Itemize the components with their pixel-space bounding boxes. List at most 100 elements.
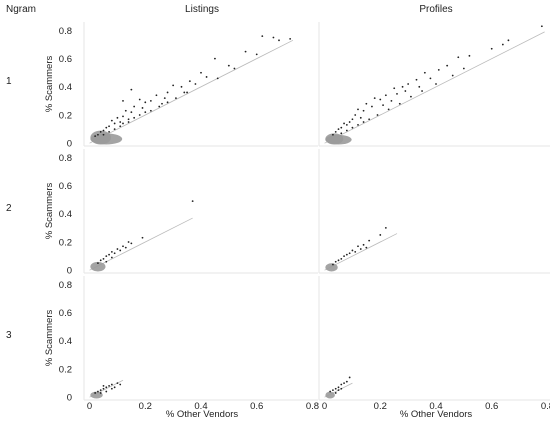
data-point bbox=[373, 97, 376, 99]
data-point bbox=[379, 234, 382, 236]
y-tick-label: 0 bbox=[67, 265, 72, 276]
y-tick-label: 0.2 bbox=[59, 237, 72, 248]
data-point bbox=[105, 260, 108, 263]
data-point bbox=[188, 80, 191, 83]
data-point bbox=[457, 56, 460, 59]
facet-row-label-2: 2 bbox=[6, 203, 12, 214]
y-tick-label: 0 bbox=[67, 138, 72, 149]
data-point bbox=[334, 387, 337, 390]
x-tick-label: 0 bbox=[87, 401, 92, 412]
data-point bbox=[255, 53, 258, 56]
data-point bbox=[191, 200, 194, 203]
data-point bbox=[337, 389, 340, 392]
x-tick-label: 0.4 bbox=[194, 401, 207, 412]
data-point bbox=[110, 383, 113, 386]
data-point bbox=[233, 67, 236, 70]
data-point bbox=[446, 64, 449, 67]
data-point bbox=[357, 123, 359, 126]
data-point bbox=[332, 389, 334, 392]
data-point bbox=[94, 392, 97, 394]
reference-line bbox=[89, 39, 294, 144]
x-tick-label: 0 bbox=[322, 401, 327, 412]
data-point bbox=[108, 125, 110, 128]
data-point bbox=[345, 380, 348, 383]
data-point bbox=[127, 241, 130, 243]
x-tick-label: 0.2 bbox=[374, 401, 387, 412]
data-point bbox=[122, 115, 124, 118]
data-point bbox=[161, 102, 163, 105]
data-point bbox=[540, 25, 543, 28]
data-point bbox=[334, 131, 337, 133]
y-tick-label: 0.2 bbox=[59, 110, 72, 121]
reference-line bbox=[324, 31, 545, 144]
data-point bbox=[122, 245, 124, 248]
data-point bbox=[357, 245, 359, 248]
y-axis-title-row-1: % Scammers bbox=[44, 56, 55, 113]
data-point bbox=[343, 255, 345, 257]
data-point bbox=[348, 376, 351, 379]
dense-point-cluster bbox=[90, 133, 123, 145]
y-axis-title-row-3: % Scammers bbox=[44, 310, 55, 367]
data-point bbox=[351, 126, 354, 129]
data-point bbox=[163, 97, 166, 99]
data-point bbox=[354, 250, 357, 253]
data-point bbox=[99, 131, 102, 133]
data-point bbox=[127, 121, 130, 123]
data-point bbox=[130, 111, 133, 114]
data-point bbox=[138, 98, 141, 101]
data-point bbox=[110, 119, 113, 122]
x-axis-title-profiles: % Other Vendors bbox=[400, 409, 473, 420]
data-point bbox=[365, 246, 368, 249]
data-point bbox=[345, 253, 348, 256]
y-tick-label: 0.6 bbox=[59, 54, 72, 65]
dense-point-cluster bbox=[90, 261, 106, 272]
data-point bbox=[124, 246, 127, 249]
y-tick-label: 0.8 bbox=[59, 153, 72, 164]
data-point bbox=[390, 100, 393, 102]
data-point bbox=[340, 126, 343, 129]
data-point bbox=[227, 64, 230, 67]
data-point bbox=[119, 249, 122, 252]
data-point bbox=[334, 260, 337, 263]
data-point bbox=[122, 122, 124, 125]
data-point bbox=[362, 109, 365, 112]
data-point bbox=[97, 133, 99, 136]
data-point bbox=[351, 118, 354, 121]
reference-line bbox=[324, 233, 398, 271]
data-point bbox=[421, 90, 423, 92]
data-point bbox=[384, 227, 387, 229]
data-point bbox=[116, 116, 119, 119]
data-point bbox=[345, 123, 348, 126]
data-point bbox=[332, 263, 334, 266]
data-point bbox=[340, 132, 343, 135]
data-point bbox=[387, 108, 390, 111]
data-point bbox=[244, 50, 247, 53]
data-point bbox=[102, 129, 105, 132]
dense-point-cluster bbox=[325, 391, 335, 399]
data-point bbox=[365, 102, 368, 105]
data-point bbox=[507, 39, 510, 42]
data-point bbox=[102, 133, 105, 136]
data-point bbox=[183, 91, 186, 94]
data-point bbox=[393, 87, 396, 90]
dense-point-cluster bbox=[325, 263, 338, 272]
y-axis-title-row-2: % Scammers bbox=[44, 183, 55, 240]
data-point bbox=[119, 125, 122, 128]
data-point bbox=[102, 258, 105, 260]
facet-column-label-profiles: Profiles bbox=[419, 4, 452, 15]
y-tick-label: 0.4 bbox=[59, 209, 72, 220]
dense-point-cluster bbox=[325, 134, 352, 145]
data-point bbox=[102, 387, 105, 390]
data-point bbox=[194, 83, 197, 85]
data-point bbox=[359, 248, 362, 250]
data-point bbox=[216, 77, 219, 80]
data-point bbox=[113, 386, 116, 389]
data-point bbox=[99, 389, 102, 392]
data-point bbox=[214, 57, 216, 60]
data-point bbox=[382, 104, 384, 107]
data-point bbox=[368, 239, 371, 242]
data-point bbox=[343, 382, 345, 384]
y-tick-label: 0.8 bbox=[59, 26, 72, 37]
data-point bbox=[418, 85, 421, 88]
data-point bbox=[113, 252, 116, 255]
